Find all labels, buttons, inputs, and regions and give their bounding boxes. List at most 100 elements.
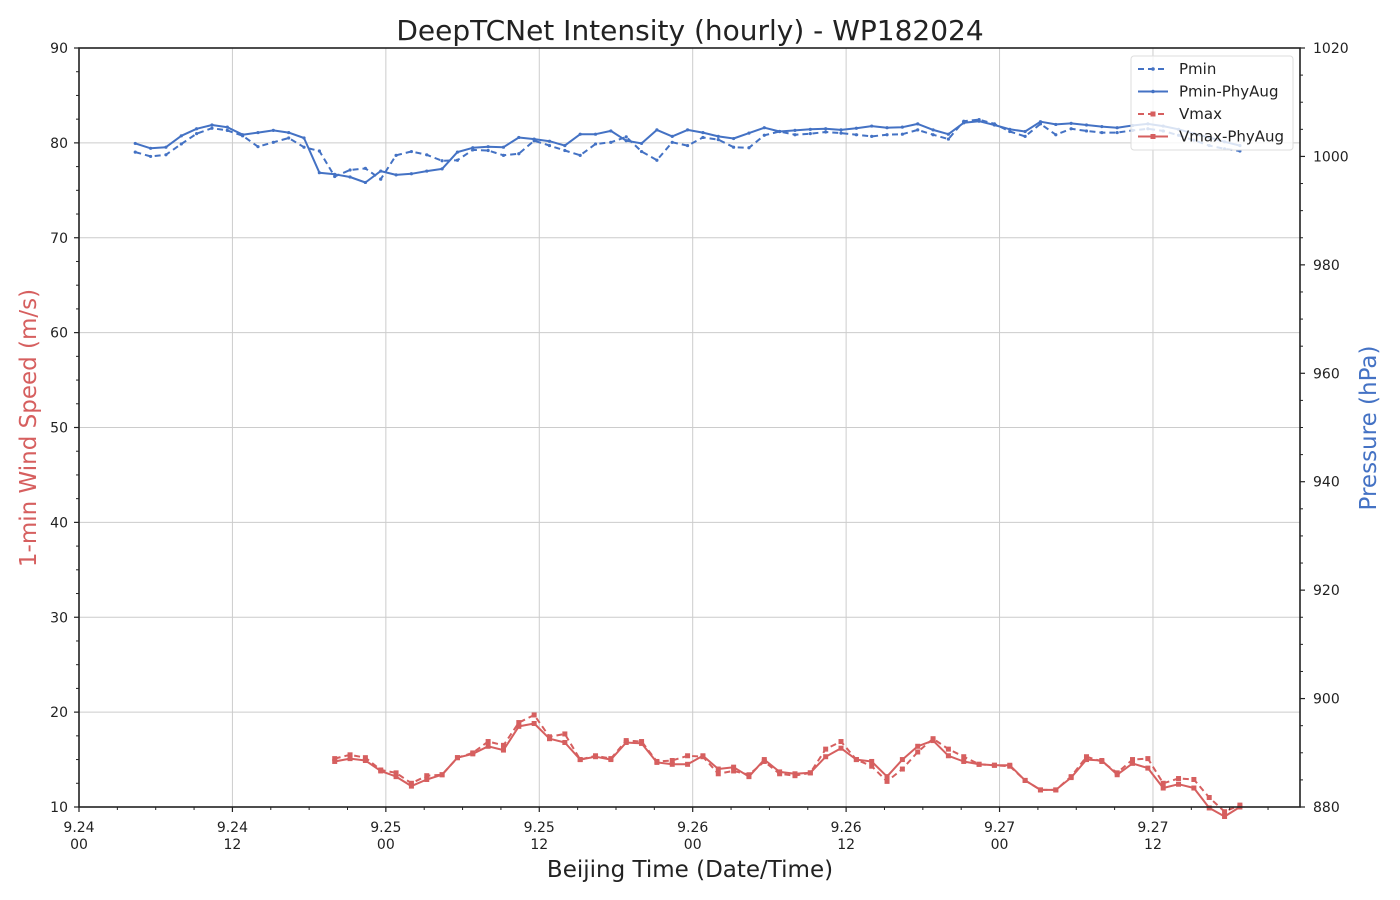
- data-point-vmax-phyaug: [961, 758, 967, 764]
- data-point-vmax-phyaug: [1222, 813, 1228, 819]
- data-point-pmin: [639, 149, 644, 154]
- legend-marker-pmin: [1151, 67, 1155, 71]
- data-point-pmin-phyaug: [302, 136, 306, 140]
- data-point-vmax-phyaug: [1160, 785, 1166, 791]
- data-point-pmin-phyaug: [946, 132, 951, 136]
- data-point-vmax: [669, 758, 675, 764]
- data-point-vmax: [715, 771, 721, 777]
- data-point-pmin: [148, 154, 153, 159]
- data-point-pmin-phyaug: [1069, 121, 1073, 125]
- data-point-vmax-phyaug: [976, 761, 982, 767]
- y-right-tick-label: 1020: [1313, 41, 1349, 57]
- data-point-vmax: [869, 763, 875, 769]
- y-left-tick-label: 10: [50, 800, 68, 816]
- data-point-pmin-phyaug: [256, 130, 260, 135]
- data-point-pmin: [655, 158, 659, 162]
- y-right-tick-label: 960: [1313, 366, 1340, 382]
- data-point-vmax: [1176, 776, 1182, 782]
- data-point-vmax: [332, 756, 338, 762]
- data-point-pmin-phyaug: [962, 121, 966, 125]
- legend-box: [1130, 55, 1294, 151]
- y-right-tick-label: 920: [1313, 583, 1340, 599]
- data-point-vmax-phyaug: [454, 755, 460, 761]
- data-point-pmin: [808, 132, 812, 136]
- data-point-pmin: [1100, 130, 1104, 135]
- legend-label-pmin-phyaug: Pmin-PhyAug: [1179, 83, 1278, 101]
- y-left-tick-label: 30: [50, 610, 68, 626]
- data-point-pmin: [1054, 133, 1058, 137]
- data-point-vmax-phyaug: [577, 757, 583, 763]
- y-right-tick-label: 1000: [1313, 149, 1349, 165]
- x-tick-label-date: 9.25: [370, 820, 401, 836]
- data-point-vmax: [485, 739, 491, 745]
- data-point-pmin: [363, 166, 367, 170]
- data-point-pmin: [685, 143, 690, 148]
- data-point-vmax: [1160, 780, 1166, 786]
- data-point-pmin-phyaug: [854, 126, 858, 130]
- data-point-vmax-phyaug: [593, 754, 599, 760]
- data-point-vmax: [961, 754, 967, 760]
- series-group: [133, 117, 1243, 819]
- data-point-pmin-phyaug: [1084, 123, 1089, 127]
- data-point-pmin-phyaug: [409, 172, 414, 176]
- y-right-tick-label: 900: [1313, 692, 1340, 708]
- data-point-pmin: [916, 128, 920, 132]
- data-point-vmax: [1145, 756, 1151, 762]
- data-point-pmin-phyaug: [916, 122, 920, 126]
- data-point-pmin-phyaug: [685, 128, 690, 132]
- data-point-pmin-phyaug: [563, 143, 567, 148]
- data-point-pmin: [210, 126, 214, 130]
- data-point-vmax-phyaug: [639, 740, 645, 746]
- data-point-vmax: [562, 731, 568, 737]
- data-point-vmax-phyaug: [1068, 775, 1074, 781]
- data-point-vmax-phyaug: [531, 721, 537, 727]
- data-point-pmin-phyaug: [271, 128, 275, 133]
- data-point-vmax-phyaug: [1022, 777, 1028, 783]
- x-tick-label-date: 9.27: [984, 820, 1015, 836]
- data-point-pmin-phyaug: [455, 150, 460, 154]
- y-left-tick-label: 60: [50, 326, 68, 342]
- data-point-vmax-phyaug: [1037, 787, 1043, 793]
- data-point-pmin-phyaug: [931, 128, 935, 132]
- x-tick-label-date: 9.27: [1137, 820, 1168, 836]
- x-tick-label-time: 00: [377, 837, 395, 853]
- data-point-pmin-phyaug: [824, 127, 828, 131]
- data-point-pmin: [179, 142, 183, 146]
- data-point-pmin-phyaug: [225, 125, 229, 129]
- data-point-pmin: [547, 143, 552, 148]
- data-point-pmin-phyaug: [148, 146, 153, 150]
- data-point-vmax-phyaug: [700, 753, 706, 759]
- data-point-pmin: [440, 159, 444, 163]
- data-point-vmax-phyaug: [1099, 758, 1105, 764]
- data-point-pmin-phyaug: [762, 126, 766, 130]
- data-point-pmin: [302, 145, 306, 149]
- data-point-pmin-phyaug: [670, 134, 674, 138]
- data-point-vmax: [362, 755, 368, 761]
- x-tick-label-date: 9.24: [63, 820, 94, 836]
- data-point-vmax-phyaug: [746, 774, 752, 780]
- data-point-vmax-phyaug: [792, 771, 798, 777]
- data-point-pmin: [164, 153, 168, 157]
- x-tick-label-time: 12: [530, 837, 548, 853]
- data-point-vmax: [1206, 795, 1212, 801]
- data-point-pmin-phyaug: [701, 130, 705, 135]
- data-point-vmax-phyaug: [500, 747, 506, 753]
- data-point-vmax-phyaug: [1191, 785, 1197, 791]
- x-tick-label-date: 9.26: [831, 820, 862, 836]
- chart-title: DeepTCNet Intensity (hourly) - WP182024: [396, 14, 983, 47]
- y-left-tick-label: 40: [50, 515, 68, 531]
- data-point-vmax-phyaug: [623, 739, 629, 745]
- data-point-pmin-phyaug: [885, 126, 889, 130]
- data-point-pmin: [225, 128, 229, 133]
- data-point-vmax: [945, 746, 951, 752]
- data-point-pmin-phyaug: [808, 127, 812, 131]
- data-point-pmin-phyaug: [992, 123, 997, 127]
- data-point-vmax-phyaug: [884, 774, 890, 780]
- data-point-pmin-phyaug: [179, 134, 183, 138]
- data-point-vmax: [915, 749, 921, 755]
- x-tick-label-date: 9.26: [677, 820, 708, 836]
- data-point-pmin-phyaug: [609, 129, 613, 133]
- data-point-pmin-phyaug: [440, 167, 444, 171]
- data-point-pmin-phyaug: [593, 132, 598, 136]
